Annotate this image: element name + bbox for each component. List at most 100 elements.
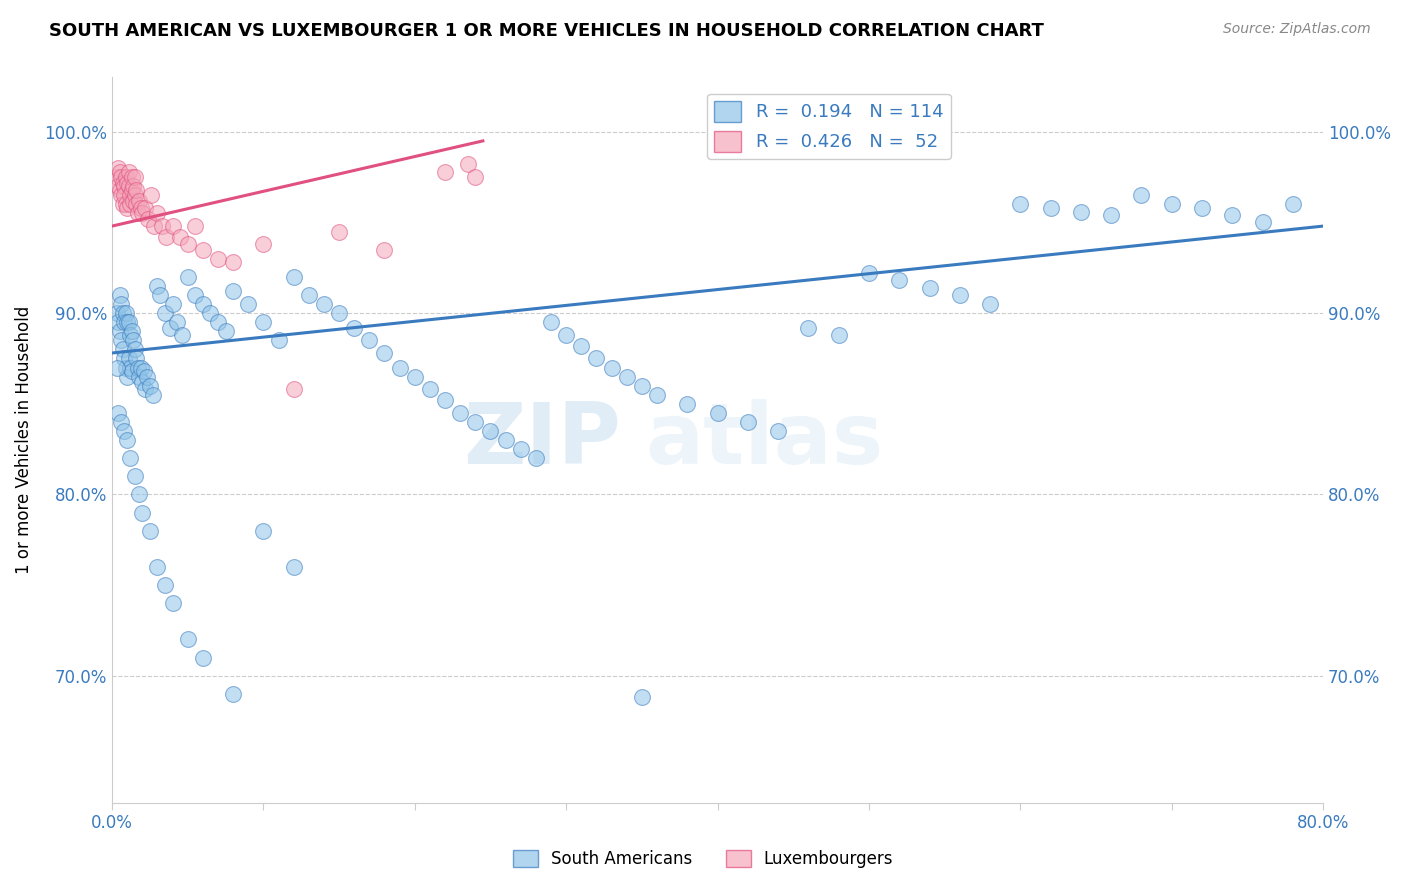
Point: [128, 194, 150, 208]
Point: [457, 157, 479, 171]
Point: [200, 306, 222, 320]
Point: [117, 351, 139, 366]
Point: [107, 406, 129, 420]
Point: [110, 170, 132, 185]
Point: [136, 211, 159, 226]
Point: [1010, 197, 1032, 211]
Point: [121, 170, 143, 185]
Point: [737, 415, 759, 429]
Point: [111, 176, 134, 190]
Point: [132, 364, 155, 378]
Point: [134, 382, 156, 396]
Point: [419, 382, 441, 396]
Point: [139, 378, 162, 392]
Point: [121, 324, 143, 338]
Point: [616, 369, 638, 384]
Point: [191, 650, 214, 665]
Point: [170, 327, 193, 342]
Point: [108, 165, 131, 179]
Point: [114, 197, 136, 211]
Point: [112, 351, 135, 366]
Point: [125, 351, 148, 366]
Point: [111, 343, 134, 357]
Point: [889, 273, 911, 287]
Point: [143, 219, 166, 233]
Point: [766, 424, 789, 438]
Point: [631, 378, 654, 392]
Point: [115, 369, 138, 384]
Point: [162, 219, 184, 233]
Point: [509, 442, 531, 456]
Point: [120, 197, 142, 211]
Point: [388, 360, 411, 375]
Point: [117, 179, 139, 194]
Point: [153, 306, 176, 320]
Point: [176, 269, 198, 284]
Point: [124, 188, 146, 202]
Point: [114, 170, 136, 185]
Point: [107, 315, 129, 329]
Point: [298, 288, 321, 302]
Point: [131, 206, 153, 220]
Point: [117, 165, 139, 179]
Point: [373, 243, 395, 257]
Point: [343, 320, 366, 334]
Point: [1191, 201, 1213, 215]
Point: [706, 406, 728, 420]
Point: [111, 197, 134, 211]
Point: [115, 201, 138, 215]
Point: [283, 269, 305, 284]
Point: [115, 176, 138, 190]
Point: [115, 433, 138, 447]
Legend: R =  0.194   N = 114, R =  0.426   N =  52: R = 0.194 N = 114, R = 0.426 N = 52: [707, 94, 950, 159]
Point: [176, 632, 198, 647]
Point: [283, 560, 305, 574]
Point: [404, 369, 426, 384]
Point: [124, 469, 146, 483]
Point: [1039, 201, 1062, 215]
Point: [155, 230, 177, 244]
Point: [114, 306, 136, 320]
Point: [1099, 208, 1122, 222]
Point: [222, 255, 245, 269]
Point: [631, 690, 654, 705]
Point: [600, 360, 623, 375]
Point: [114, 360, 136, 375]
Point: [149, 288, 172, 302]
Point: [107, 179, 129, 194]
Point: [110, 188, 132, 202]
Point: [125, 183, 148, 197]
Text: ZIP: ZIP: [463, 399, 620, 482]
Point: [108, 183, 131, 197]
Point: [146, 560, 169, 574]
Point: [110, 415, 132, 429]
Point: [110, 334, 132, 348]
Point: [120, 188, 142, 202]
Point: [252, 315, 274, 329]
Point: [108, 288, 131, 302]
Legend: South Americans, Luxembourgers: South Americans, Luxembourgers: [506, 843, 900, 875]
Point: [207, 252, 229, 266]
Point: [238, 297, 260, 311]
Point: [127, 360, 149, 375]
Point: [121, 364, 143, 378]
Point: [105, 360, 128, 375]
Point: [540, 315, 562, 329]
Point: [797, 320, 820, 334]
Point: [112, 188, 135, 202]
Point: [159, 320, 181, 334]
Point: [141, 188, 163, 202]
Point: [214, 324, 236, 338]
Point: [150, 219, 173, 233]
Point: [127, 206, 149, 220]
Point: [139, 524, 162, 538]
Point: [918, 281, 941, 295]
Point: [283, 382, 305, 396]
Point: [135, 369, 157, 384]
Point: [124, 170, 146, 185]
Point: [949, 288, 972, 302]
Point: [827, 327, 849, 342]
Point: [124, 343, 146, 357]
Point: [1220, 208, 1243, 222]
Text: SOUTH AMERICAN VS LUXEMBOURGER 1 OR MORE VEHICLES IN HOUSEHOLD CORRELATION CHART: SOUTH AMERICAN VS LUXEMBOURGER 1 OR MORE…: [49, 22, 1045, 40]
